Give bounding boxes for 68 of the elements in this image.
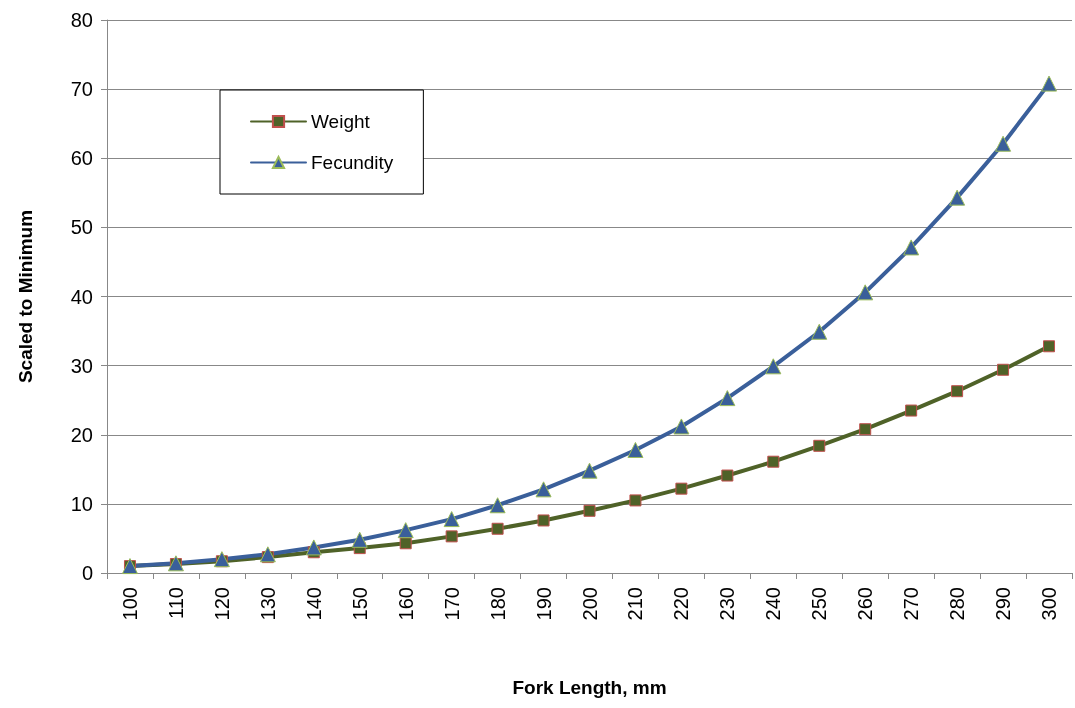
- point: [583, 504, 596, 517]
- legend-label: Weight: [311, 111, 371, 132]
- x-tick-label: 220: [670, 587, 693, 621]
- point: [675, 482, 688, 495]
- y-tick-label: 50: [70, 216, 93, 239]
- x-tick-label: 230: [716, 587, 739, 621]
- point: [627, 441, 644, 458]
- x-tick-label: 120: [210, 587, 233, 621]
- y-tick-label: 80: [70, 9, 93, 31]
- point: [905, 404, 918, 417]
- point: [859, 423, 872, 436]
- x-tick-label: 290: [992, 587, 1015, 621]
- point: [213, 551, 230, 568]
- point: [719, 390, 736, 407]
- y-tick-label: 0: [81, 562, 93, 584]
- x-tick-label: 100: [118, 587, 141, 621]
- x-tick-label: 270: [900, 587, 923, 621]
- y-axis-title: Scaled to Minimum: [15, 209, 36, 384]
- point: [399, 537, 412, 550]
- x-tick-label: 110: [164, 587, 187, 619]
- x-tick-label: 280: [946, 587, 969, 621]
- x-tick-label: 300: [1038, 587, 1061, 621]
- point: [903, 239, 920, 256]
- x-tick-label: 140: [302, 587, 325, 621]
- point: [951, 385, 964, 398]
- point: [997, 363, 1010, 376]
- point: [305, 539, 322, 556]
- x-axis-title: Fork Length, mm: [512, 677, 667, 698]
- x-tick-label: 160: [394, 587, 417, 621]
- point: [489, 497, 506, 514]
- y-tick-label: 70: [70, 78, 93, 101]
- point: [537, 514, 550, 527]
- x-tick-label: 240: [762, 587, 785, 621]
- point: [397, 522, 414, 539]
- point: [491, 522, 504, 535]
- y-tick-label: 20: [70, 423, 93, 446]
- point: [1041, 75, 1058, 92]
- legend-label: Fecundity: [311, 152, 394, 173]
- point: [767, 455, 780, 468]
- point: [629, 494, 642, 507]
- point: [351, 531, 368, 548]
- y-tick-label: 10: [70, 492, 93, 515]
- point: [811, 323, 828, 340]
- x-tick-label: 250: [808, 587, 831, 621]
- point: [765, 358, 782, 375]
- y-tick-label: 60: [70, 147, 93, 170]
- point: [445, 530, 458, 543]
- x-tick-label: 210: [624, 587, 647, 621]
- point: [535, 481, 552, 498]
- x-tick-label: 190: [532, 587, 555, 621]
- point: [259, 546, 276, 563]
- x-tick-label: 200: [578, 587, 601, 621]
- x-tick-label: 150: [348, 587, 371, 621]
- y-tick-label: 40: [70, 285, 93, 308]
- point: [857, 284, 874, 301]
- y-tick-label: 30: [70, 354, 93, 377]
- point: [813, 439, 826, 452]
- x-tick-label: 260: [854, 587, 877, 621]
- x-tick-label: 130: [256, 587, 279, 621]
- point: [1043, 340, 1056, 353]
- point: [721, 469, 734, 482]
- x-tick-label: 180: [486, 587, 509, 621]
- point: [995, 135, 1012, 152]
- point: [673, 418, 690, 435]
- x-tick-label: 170: [440, 587, 463, 621]
- point: [443, 511, 460, 528]
- point: [949, 189, 966, 206]
- point: [581, 462, 598, 479]
